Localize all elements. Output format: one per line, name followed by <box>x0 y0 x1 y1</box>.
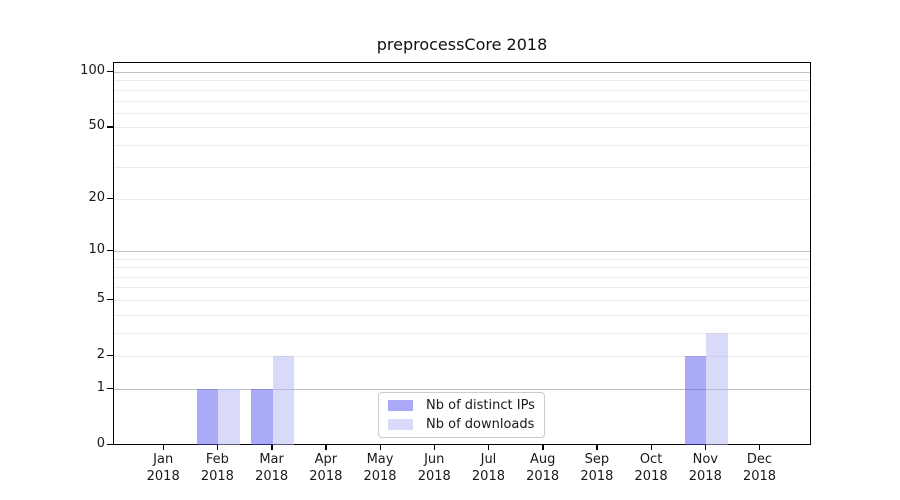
x-tick-label: Apr 2018 <box>309 452 343 484</box>
x-tick-label: May 2018 <box>363 452 397 484</box>
gridline-minor <box>114 258 810 260</box>
gridline-major <box>114 72 810 74</box>
gridline-minor <box>114 89 810 91</box>
legend-item-distinct-ips: Nb of distinct IPs <box>388 398 535 413</box>
gridline-minor <box>114 112 810 114</box>
plot-area <box>113 62 811 445</box>
x-tick-label: Sep 2018 <box>580 452 614 484</box>
gridline-minor <box>114 332 810 334</box>
gridline-minor <box>114 355 810 357</box>
x-axis-tick <box>650 445 652 450</box>
x-axis-tick <box>487 445 490 450</box>
x-axis-tick <box>704 445 707 450</box>
gridline-major <box>114 388 810 390</box>
x-axis-tick <box>271 445 273 450</box>
x-tick-label: Mar 2018 <box>255 452 289 484</box>
y-axis-tick <box>107 197 113 200</box>
legend-label-downloads: Nb of downloads <box>426 417 535 432</box>
y-axis-tick <box>107 249 113 252</box>
x-axis-tick <box>542 445 544 450</box>
y-tick-label: 50 <box>88 118 105 134</box>
bar-nb-of-distinct-ips-feb <box>196 388 219 445</box>
y-tick-label: 10 <box>88 241 105 257</box>
x-axis-tick <box>325 445 327 450</box>
x-tick-label: Nov 2018 <box>688 452 722 484</box>
y-tick-label: 2 <box>96 346 105 362</box>
bar-nb-of-distinct-ips-nov <box>684 355 707 445</box>
gridline-major <box>114 250 810 252</box>
gridline-minor <box>114 314 810 316</box>
x-axis-tick <box>433 445 436 450</box>
bar-nb-of-downloads-nov <box>706 332 728 445</box>
x-axis-tick <box>759 445 761 450</box>
gridline-minor <box>114 287 810 289</box>
x-tick-label: Aug 2018 <box>526 452 560 484</box>
legend: Nb of distinct IPs Nb of downloads <box>378 392 545 438</box>
x-axis-tick <box>596 445 598 450</box>
x-tick-label: Jul 2018 <box>471 452 505 484</box>
gridline-minor <box>114 127 810 129</box>
gridline-minor <box>114 276 810 278</box>
y-axis-tick <box>107 126 113 128</box>
gridline-minor <box>114 299 810 301</box>
y-tick-label: 100 <box>80 63 105 79</box>
y-tick-label: 0 <box>96 435 105 451</box>
y-axis-tick <box>107 387 113 389</box>
gridline-minor <box>114 144 810 146</box>
bar-nb-of-distinct-ips-mar <box>251 388 273 445</box>
bar-nb-of-downloads-feb <box>218 388 240 445</box>
y-tick-label: 5 <box>96 290 105 306</box>
x-tick-label: Jun 2018 <box>417 452 451 484</box>
gridline-minor <box>114 198 810 200</box>
y-axis-tick <box>107 354 113 357</box>
y-axis-tick <box>107 443 113 445</box>
gridline-minor <box>114 167 810 169</box>
x-tick-label: Jan 2018 <box>146 452 180 484</box>
x-tick-label: Dec 2018 <box>742 452 777 484</box>
x-tick-label: Feb 2018 <box>200 452 234 484</box>
bar-nb-of-downloads-mar <box>272 355 295 445</box>
y-tick-label: 1 <box>96 379 105 395</box>
x-axis-tick <box>379 445 381 450</box>
gridline-minor <box>114 80 810 82</box>
legend-label-distinct-ips: Nb of distinct IPs <box>426 398 535 413</box>
y-axis-tick <box>107 298 113 301</box>
legend-item-downloads: Nb of downloads <box>388 417 535 432</box>
x-axis-tick <box>216 445 219 450</box>
gridline-minor <box>114 267 810 269</box>
y-axis-tick <box>107 71 113 73</box>
legend-swatch-downloads <box>388 419 413 430</box>
chart-title: preprocessCore 2018 <box>376 35 548 54</box>
y-tick-label: 20 <box>88 189 105 205</box>
gridline-minor <box>114 100 810 102</box>
x-axis-tick <box>162 445 165 450</box>
legend-swatch-distinct-ips <box>388 400 413 411</box>
x-tick-label: Oct 2018 <box>634 452 668 484</box>
